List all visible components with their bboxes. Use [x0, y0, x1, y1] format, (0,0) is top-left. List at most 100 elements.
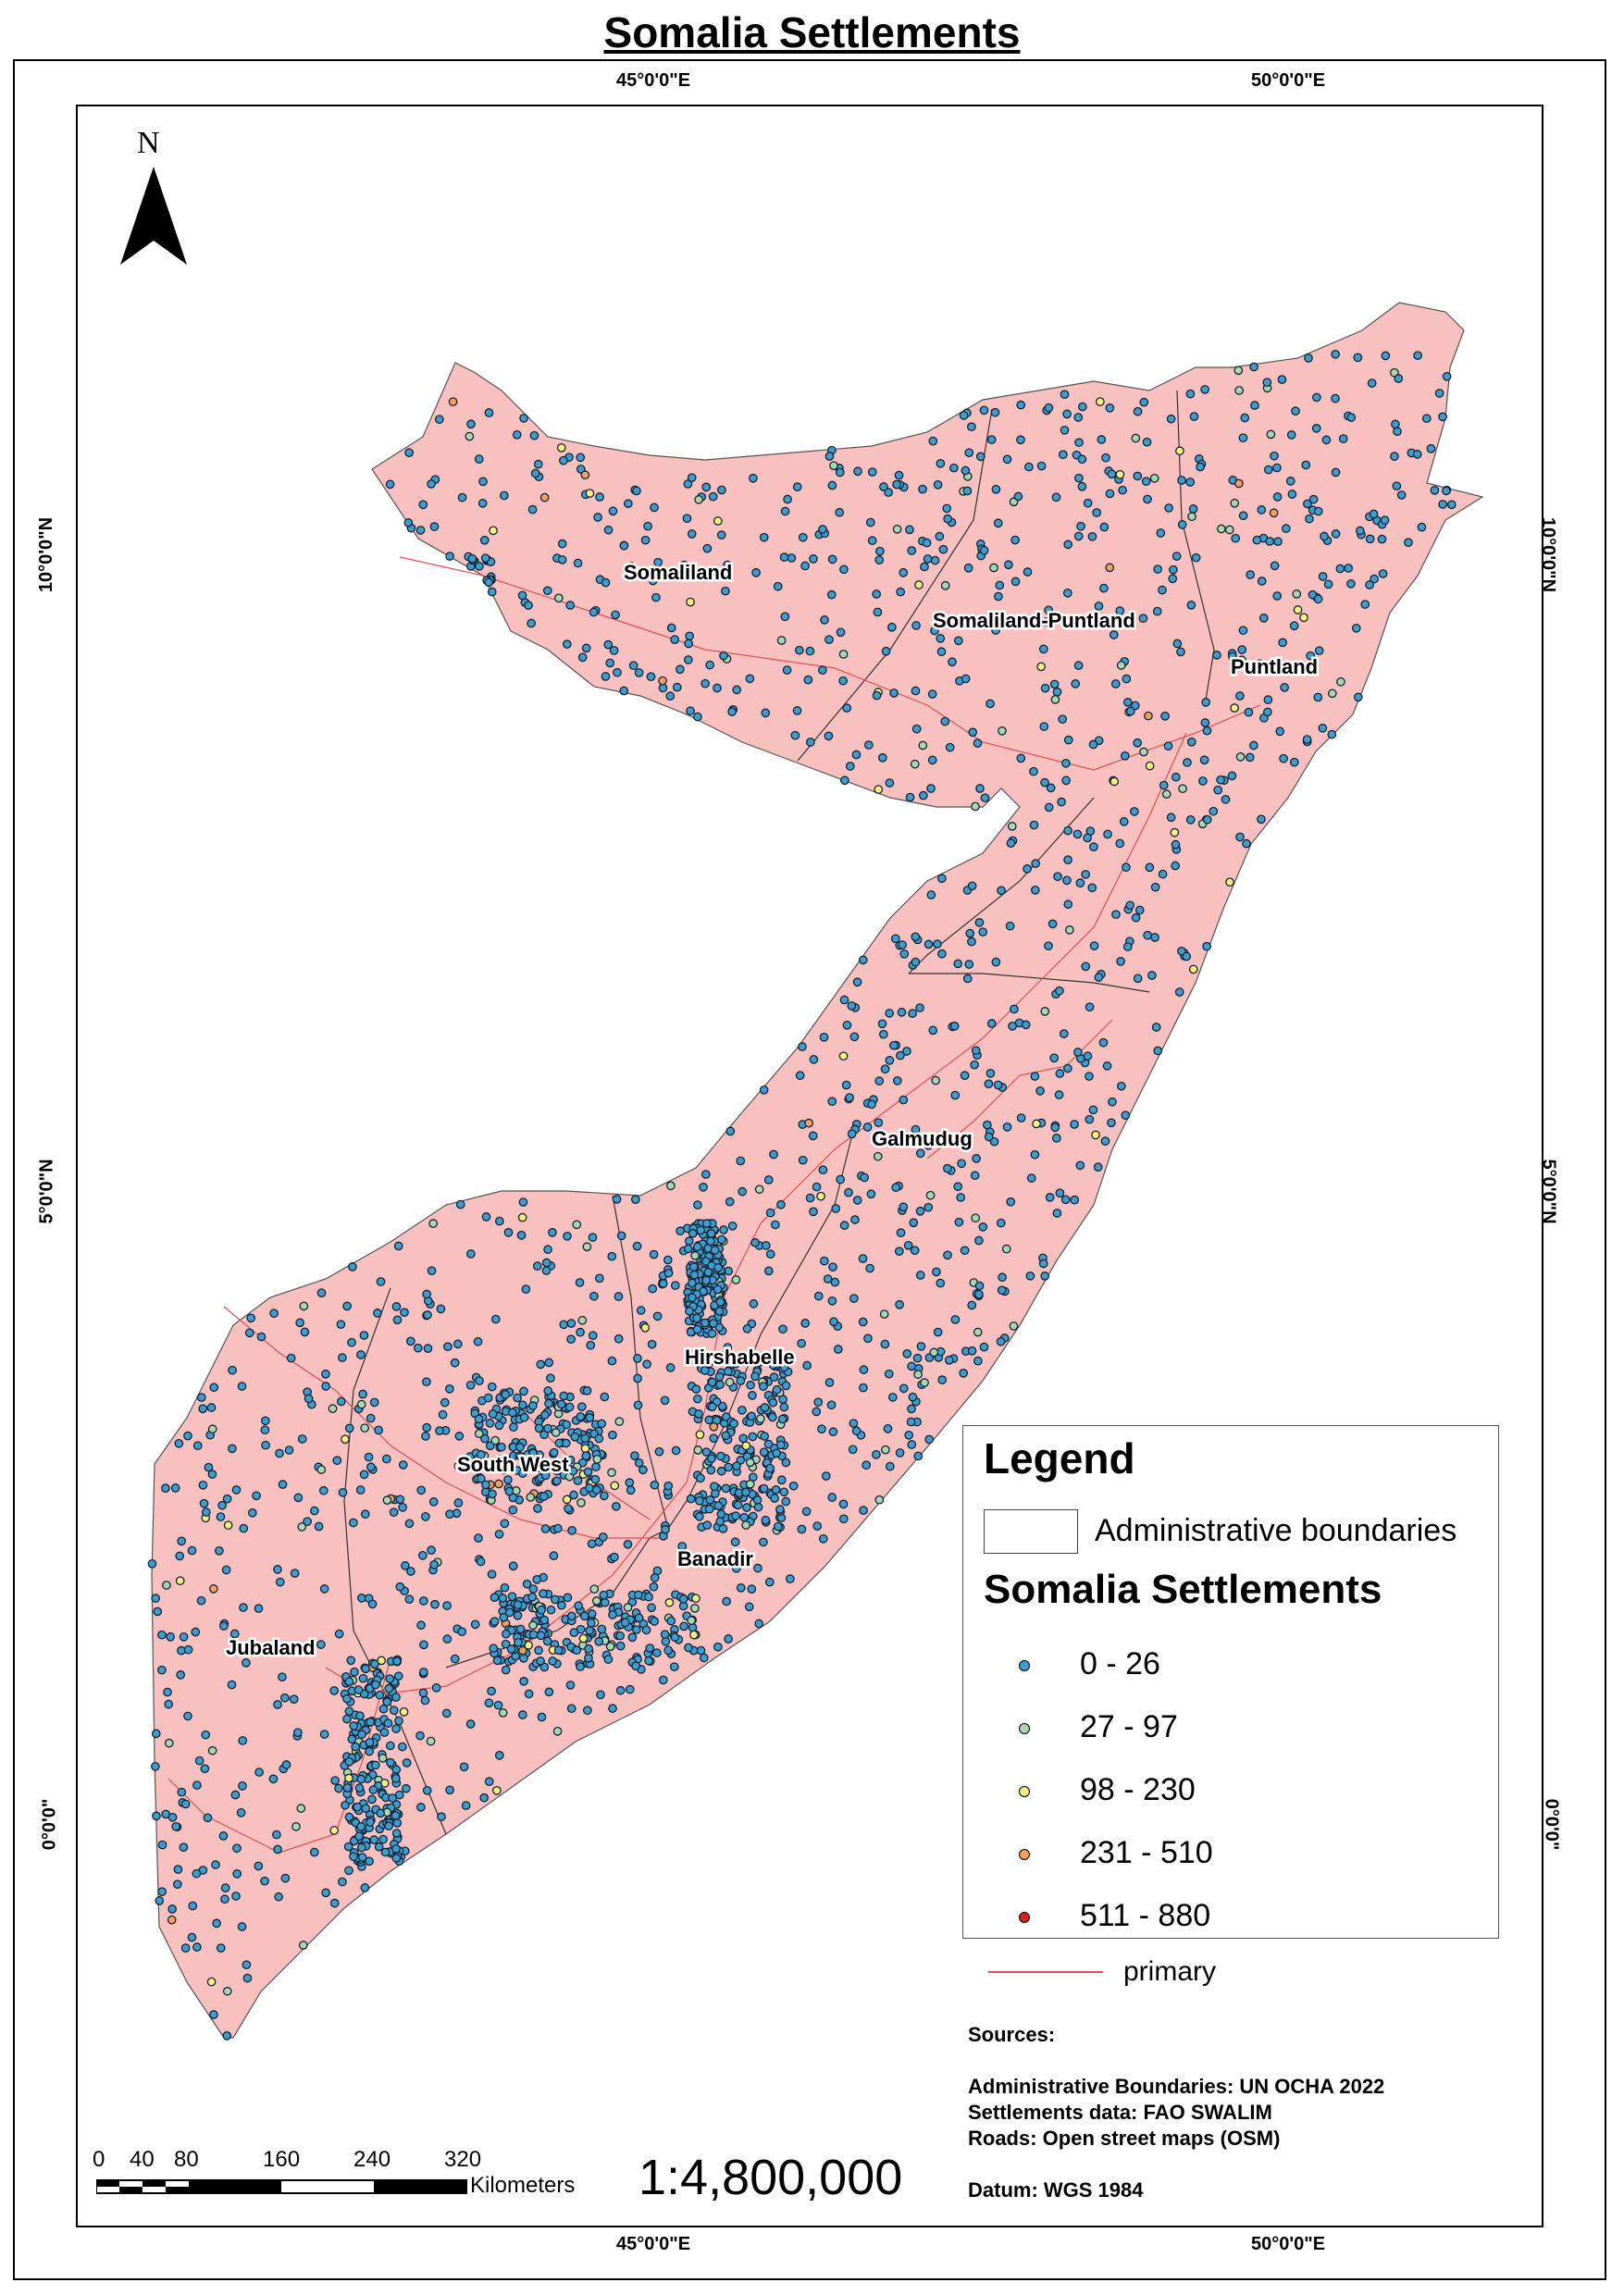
- settlement-point: [536, 1631, 546, 1641]
- settlement-point: [491, 1786, 502, 1795]
- settlement-point: [809, 1055, 819, 1064]
- settlement-point: [509, 1422, 518, 1433]
- settlement-point: [562, 1495, 572, 1505]
- settlement-point: [421, 1432, 430, 1441]
- settlement-point: [623, 1539, 633, 1549]
- settlement-point: [693, 1445, 703, 1455]
- left-coord-0: 0°0'0": [39, 1798, 60, 1851]
- settlement-point: [709, 1433, 719, 1444]
- settlement-point: [620, 1618, 630, 1628]
- settlement-point: [403, 518, 414, 527]
- settlement-point: [518, 1400, 527, 1410]
- settlement-point: [418, 1688, 428, 1698]
- settlement-point: [1360, 600, 1370, 609]
- settlement-point: [1094, 602, 1104, 611]
- settlement-point: [1394, 374, 1404, 383]
- settlement-point: [361, 1804, 371, 1814]
- settlement-point: [1177, 520, 1187, 529]
- settlement-point: [1434, 389, 1444, 398]
- settlement-point: [501, 1639, 511, 1649]
- settlement-point: [222, 2031, 232, 2041]
- settlement-point: [1200, 718, 1210, 727]
- settlement-point: [701, 1275, 712, 1285]
- settlement-point: [763, 1439, 774, 1449]
- settlement-point: [1331, 349, 1341, 359]
- settlement-point: [824, 452, 835, 461]
- settlement-point: [445, 1785, 454, 1795]
- settlement-point: [1145, 862, 1155, 873]
- settlement-point: [484, 408, 494, 417]
- settlement-point: [380, 1847, 391, 1857]
- settlement-point: [1313, 692, 1323, 702]
- settlement-point: [691, 1384, 701, 1394]
- settlement-point: [1040, 1272, 1050, 1281]
- settlement-point: [516, 1231, 527, 1240]
- settlement-point: [867, 467, 877, 477]
- settlement-point: [685, 1307, 694, 1316]
- region-label-somaliland: Somaliland: [624, 561, 732, 584]
- settlement-point: [427, 479, 436, 489]
- settlement-point: [795, 645, 804, 655]
- settlement-point: [466, 1249, 476, 1259]
- settlement-point: [1075, 878, 1085, 888]
- settlement-point: [231, 1892, 241, 1901]
- settlement-point: [298, 1941, 308, 1950]
- settlement-point: [275, 1448, 284, 1458]
- settlement-point: [798, 532, 808, 542]
- settlement-point: [852, 1196, 862, 1205]
- settlement-point: [513, 1610, 523, 1620]
- bottom-coord-50e: 50°0'0"E: [1251, 2234, 1326, 2254]
- settlement-point: [389, 1507, 399, 1518]
- settlement-point: [1062, 616, 1072, 626]
- settlement-point: [1172, 552, 1182, 561]
- settlement-point: [477, 1450, 486, 1459]
- settlement-point: [786, 1574, 795, 1583]
- settlement-point: [885, 1009, 895, 1018]
- settlement-point: [577, 652, 588, 663]
- settlement-point: [228, 1444, 237, 1454]
- settlement-point: [415, 526, 426, 535]
- settlement-point: [643, 521, 652, 531]
- sources-roads: Roads: Open street maps (OSM): [968, 2127, 1281, 2150]
- settlement-point: [1006, 838, 1016, 849]
- settlement-point: [874, 555, 885, 564]
- settlement-point: [344, 1756, 354, 1767]
- settlement-point: [821, 1471, 831, 1481]
- settlement-point: [858, 955, 868, 965]
- settlement-point: [930, 555, 940, 565]
- settlement-point: [1442, 371, 1452, 381]
- settlement-point: [319, 1584, 329, 1594]
- settlement-point: [430, 1599, 440, 1609]
- settlement-point: [1093, 1162, 1103, 1172]
- settlement-point: [1221, 794, 1231, 804]
- settlement-point: [984, 1132, 994, 1142]
- primary-road-label: primary: [1123, 1956, 1217, 1987]
- settlement-point: [686, 597, 695, 607]
- settlement-point: [1118, 485, 1128, 495]
- map-canvas[interactable]: Somaliland Somaliland-Puntland Puntland …: [78, 106, 1542, 2226]
- settlement-point: [677, 1542, 688, 1551]
- settlement-point: [797, 1524, 807, 1534]
- settlement-point: [994, 591, 1003, 602]
- settlement-point: [503, 1228, 514, 1237]
- settlement-point: [603, 639, 614, 650]
- settlement-point: [508, 1505, 518, 1515]
- settlement-point: [1230, 703, 1239, 713]
- settlement-point: [426, 1736, 436, 1746]
- settlement-point: [756, 1414, 765, 1423]
- settlement-point: [548, 1656, 557, 1666]
- settlement-point: [427, 1545, 436, 1555]
- settlement-point: [275, 1577, 285, 1587]
- settlement-point: [539, 1662, 550, 1672]
- settlement-point: [342, 1693, 352, 1704]
- settlement-point: [666, 1181, 676, 1191]
- settlement-point: [528, 1448, 538, 1458]
- settlement-point: [706, 1465, 716, 1475]
- settlement-point: [1257, 577, 1267, 586]
- settlement-point: [474, 454, 484, 465]
- settlement-point: [805, 738, 815, 747]
- settlement-point: [366, 1462, 376, 1472]
- settlement-point: [553, 593, 564, 603]
- settlement-point: [927, 689, 937, 699]
- settlement-point: [911, 957, 921, 967]
